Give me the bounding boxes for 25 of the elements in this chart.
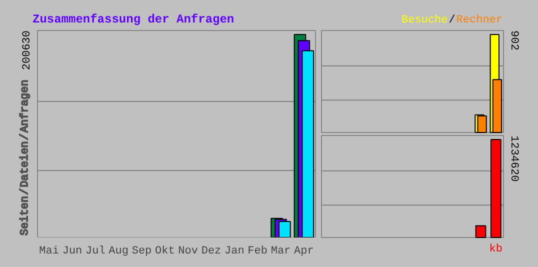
x-tick-label: Jul: [86, 246, 106, 258]
text: 1234620: [508, 136, 520, 182]
text: /: [20, 133, 32, 140]
text: Rechner: [456, 14, 503, 26]
x-tick-label: Mar: [270, 246, 291, 258]
x-tick-label: Nov: [178, 246, 198, 258]
x-tick-label: Jun: [62, 246, 82, 258]
x-tick-label: Aug: [108, 246, 128, 258]
series-label: kb: [489, 244, 503, 256]
x-tick-label: Dez: [201, 246, 222, 258]
text: /: [448, 14, 456, 26]
text: Anfragen: [20, 80, 32, 132]
text: /: [20, 188, 32, 195]
x-tick-label: Mai: [39, 246, 60, 258]
text: Dateien: [20, 141, 32, 188]
x-tick-label: Sep: [132, 246, 152, 258]
x-tick-label: Okt: [155, 246, 175, 258]
text: 200630: [22, 30, 34, 70]
text: 902: [508, 30, 520, 50]
chart-title: Zusammenfassung der Anfragen: [32, 12, 234, 26]
x-tick-label: Apr: [294, 246, 314, 258]
text: Besuche: [402, 14, 448, 26]
x-tick-label: Feb: [248, 246, 268, 258]
x-tick-label: Jan: [224, 246, 244, 258]
text: Seiten: [20, 196, 32, 236]
